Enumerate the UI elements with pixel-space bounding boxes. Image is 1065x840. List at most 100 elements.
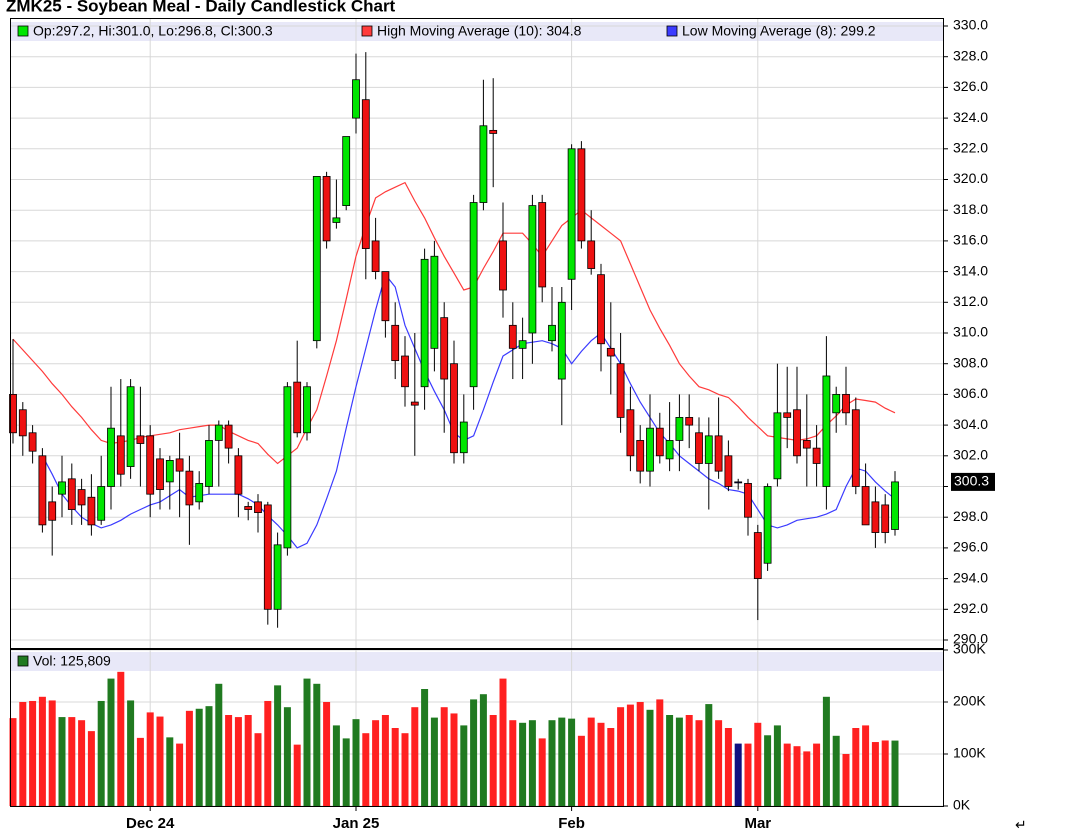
- volume-bar: [803, 751, 811, 806]
- volume-bar: [342, 738, 350, 806]
- candle-body: [518, 340, 527, 349]
- volume-bar: [391, 728, 399, 806]
- volume-bar: [48, 700, 56, 806]
- volume-bar: [734, 743, 742, 806]
- volume-bar: [97, 700, 105, 806]
- candle-body: [587, 240, 596, 269]
- volume-bar: [313, 683, 321, 806]
- volume-bar: [87, 731, 95, 806]
- candle-body: [165, 460, 174, 483]
- y-tick-label: 310.0: [953, 324, 988, 340]
- candle-body: [107, 427, 115, 487]
- candle-body: [38, 455, 47, 526]
- volume-bar: [538, 738, 546, 806]
- volume-bar: [813, 743, 821, 806]
- volume-bar: [646, 709, 654, 806]
- volume-bar: [773, 725, 781, 806]
- volume-bar: [156, 716, 164, 806]
- last-price-label: 300.3: [954, 473, 989, 489]
- volume-frame: [10, 649, 944, 807]
- volume-bar: [626, 704, 634, 806]
- volume-bar: [185, 710, 193, 806]
- legend-label: Low Moving Average (8): 299.2: [682, 23, 876, 39]
- candle-body: [67, 478, 76, 510]
- volume-bar: [832, 735, 840, 806]
- candle-body: [273, 544, 282, 610]
- volume-bar: [215, 683, 223, 806]
- candle-body: [557, 301, 566, 380]
- candle-body: [802, 440, 811, 449]
- candle-body: [626, 409, 635, 457]
- volume-bar: [891, 740, 899, 806]
- volume-bar: [470, 699, 478, 806]
- legend-swatch: [666, 25, 678, 37]
- volume-bar: [842, 754, 850, 806]
- candle-body: [254, 501, 262, 513]
- volume-bar: [332, 725, 340, 806]
- volume-bar: [852, 728, 860, 806]
- volume-bar: [19, 702, 27, 806]
- volume-bar: [401, 733, 409, 806]
- candle-body: [440, 317, 449, 380]
- candle-body: [528, 205, 537, 334]
- candle-body: [18, 409, 27, 437]
- volume-bar: [323, 702, 331, 806]
- volume-bar: [381, 715, 389, 806]
- volume-bar: [499, 678, 507, 806]
- volume-bar: [146, 712, 154, 806]
- volume-bar: [372, 720, 380, 806]
- x-tick-label: Mar: [744, 815, 771, 832]
- y-tick-label: 300K: [953, 641, 986, 657]
- volume-bar: [303, 678, 311, 806]
- last-price-tag: [951, 472, 995, 491]
- y-tick-label: 308.0: [953, 354, 988, 370]
- candle-body: [567, 148, 576, 280]
- volume-bar: [362, 733, 370, 806]
- y-tick-label: 318.0: [953, 201, 988, 217]
- candle-body: [665, 440, 674, 460]
- volume-bar: [293, 744, 301, 806]
- candle-body: [342, 136, 351, 206]
- volume-bar: [479, 694, 487, 806]
- candle-body: [606, 347, 615, 357]
- candle-body: [185, 470, 194, 506]
- y-tick-label: 324.0: [953, 109, 988, 125]
- y-tick-label: 316.0: [953, 232, 988, 248]
- y-tick-label: 326.0: [953, 78, 988, 94]
- volume-bar: [264, 700, 272, 806]
- volume-bar: [411, 707, 419, 806]
- volume-bar: [136, 737, 144, 806]
- candle-body: [812, 447, 821, 464]
- candle-body: [332, 217, 341, 223]
- candle-body: [450, 363, 458, 454]
- legend-swatch: [17, 25, 29, 37]
- candle-body: [381, 271, 390, 322]
- moving-average-line: [41, 273, 896, 549]
- candle-body: [851, 409, 860, 487]
- candle-body: [205, 440, 213, 487]
- candle-body: [636, 440, 645, 472]
- candle-body: [9, 393, 17, 434]
- y-tick-label: 304.0: [953, 416, 988, 432]
- candle-body: [685, 417, 694, 426]
- y-tick-label: 330.0: [953, 17, 988, 33]
- candle-body: [87, 496, 96, 526]
- y-tick-label: 320.0: [953, 170, 988, 186]
- volume-bar: [166, 737, 174, 806]
- candle-body: [459, 421, 468, 454]
- volume-bar: [244, 715, 252, 806]
- volume-bar: [430, 717, 438, 806]
- y-tick-label: 302.0: [953, 447, 988, 463]
- candle-body: [126, 386, 135, 467]
- volume-bar: [617, 707, 625, 806]
- candle-body: [430, 255, 439, 349]
- candle-body: [714, 435, 723, 472]
- volume-bar: [519, 722, 527, 806]
- candle-body: [548, 324, 556, 342]
- y-tick-label: 322.0: [953, 140, 988, 156]
- volume-bar: [352, 719, 360, 806]
- candle-body: [195, 483, 204, 503]
- volume-bar: [695, 720, 703, 806]
- volume-bar: [460, 725, 468, 806]
